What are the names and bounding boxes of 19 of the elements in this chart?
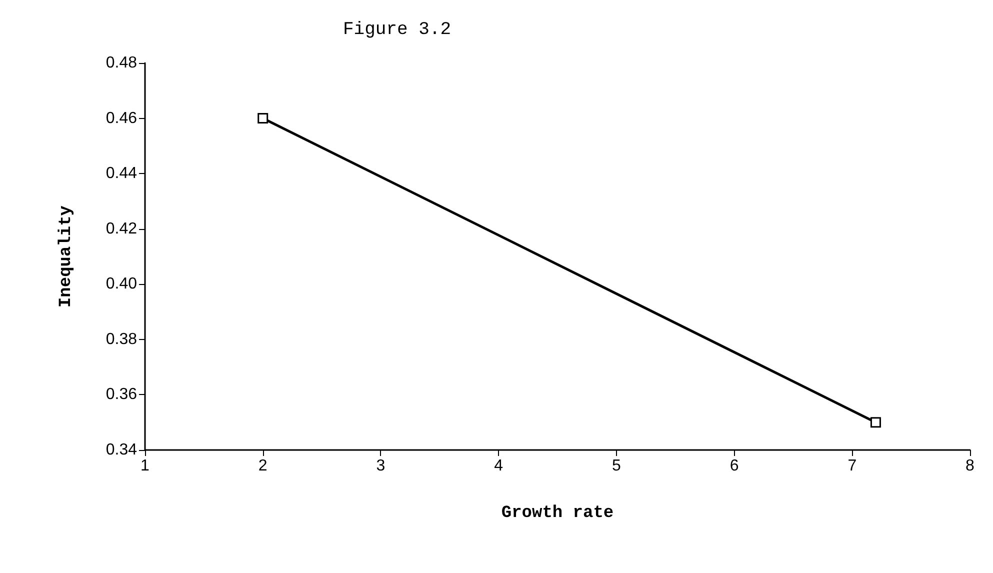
chart-title: Figure 3.2 bbox=[343, 20, 452, 40]
y-tick-label: 0.40 bbox=[106, 276, 138, 293]
x-tick-label: 1 bbox=[140, 458, 150, 474]
x-tick-label: 4 bbox=[494, 458, 504, 474]
x-axis-title: Growth rate bbox=[501, 504, 614, 523]
x-tick-label: 7 bbox=[848, 458, 857, 474]
y-tick-label: 0.36 bbox=[106, 386, 138, 404]
y-tick-label: 0.38 bbox=[106, 330, 138, 348]
y-axis-title: Inequality bbox=[57, 205, 76, 308]
y-tick-label: 0.42 bbox=[106, 220, 138, 238]
x-tick-label: 6 bbox=[730, 458, 739, 474]
x-tick-label: 8 bbox=[966, 458, 975, 474]
x-tick-label: 3 bbox=[376, 458, 386, 474]
y-tick-label: 0.34 bbox=[106, 442, 138, 458]
x-tick-label: 5 bbox=[612, 458, 621, 474]
x-tick-label: 2 bbox=[258, 458, 268, 474]
y-tick-label: 0.44 bbox=[106, 165, 138, 182]
y-tick-label: 0.46 bbox=[106, 110, 138, 127]
y-tick-label: 0.48 bbox=[106, 54, 138, 72]
